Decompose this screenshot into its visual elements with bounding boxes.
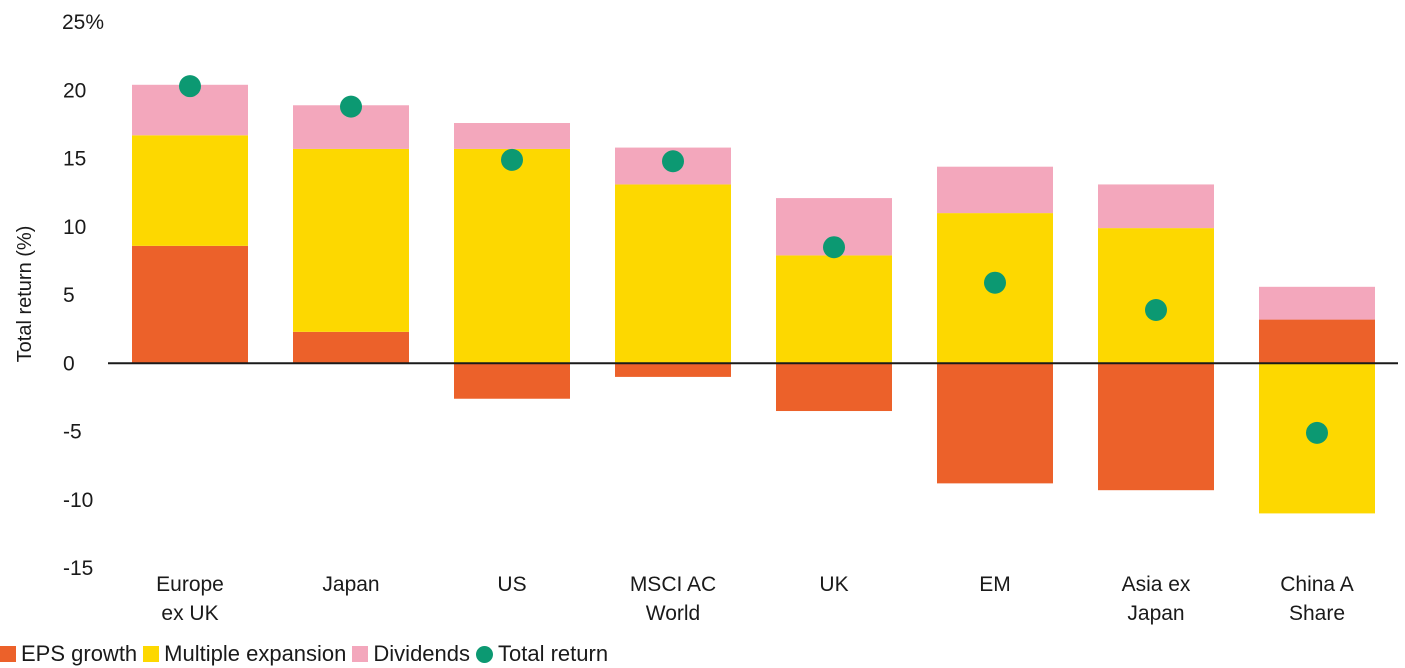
y-tick-label: 20 (63, 79, 86, 102)
bar-eps-growth (1259, 319, 1375, 364)
bar-dividends (1098, 184, 1214, 229)
y-tick-label: 25% (62, 11, 104, 34)
total-return-point (179, 75, 201, 98)
legend-label-multiple-expansion: Multiple expansion (164, 641, 347, 666)
y-tick-label: 10 (63, 216, 86, 239)
stacked-bar-chart: 25% 20 15 10 5 0 -5 -10 -15 Total return (%) Eur… (14, 11, 1398, 625)
total-return-point (662, 150, 684, 173)
bars (132, 84, 1375, 514)
y-axis-ticks: 25% 20 15 10 5 0 -5 -10 -15 (62, 11, 104, 580)
bar-multiple-expansion (615, 184, 731, 364)
x-category-label: Europe ex UK (156, 573, 224, 625)
bar-eps-growth (776, 363, 892, 412)
bar-multiple-expansion (293, 148, 409, 332)
legend-swatch-eps-growth (0, 646, 16, 662)
x-category-label: EM (979, 573, 1011, 596)
y-tick-label: 0 (63, 352, 75, 375)
y-tick-label: -5 (63, 421, 82, 444)
legend-item-dividends: Dividends (352, 641, 470, 667)
total-return-point (984, 271, 1006, 294)
legend-swatch-dividends (352, 646, 369, 662)
bar-eps-growth (1098, 363, 1214, 491)
total-return-point (1145, 299, 1167, 322)
bar-multiple-expansion (132, 135, 248, 246)
bar-eps-growth (454, 363, 570, 399)
x-category-label: US (497, 573, 526, 596)
x-category-label: Asia ex Japan (1122, 573, 1191, 625)
bar-eps-growth (293, 331, 409, 364)
y-tick-label: 5 (63, 284, 75, 307)
y-tick-label: 15 (63, 148, 86, 171)
legend: EPS growth Multiple expansion Dividends … (0, 641, 614, 667)
y-axis-title: Total return (%) (14, 226, 36, 363)
x-category-label: MSCI AC World (630, 573, 716, 625)
bar-eps-growth (132, 245, 248, 364)
legend-item-total-return: Total return (476, 641, 608, 667)
legend-swatch-multiple-expansion (143, 646, 160, 662)
legend-dot-total-return (476, 645, 494, 663)
bar-multiple-expansion (454, 148, 570, 364)
x-axis-category-labels: Europe ex UK Japan US MSCI AC World UK EM Asia e… (156, 573, 1354, 625)
total-return-point (1306, 421, 1328, 444)
x-category-label: China A Share (1280, 573, 1354, 625)
y-tick-label: -10 (63, 489, 93, 512)
total-return-points (179, 75, 1328, 444)
legend-item-multiple-expansion: Multiple expansion (143, 641, 346, 667)
legend-label-dividends: Dividends (373, 641, 471, 666)
bar-dividends (454, 123, 570, 149)
legend-label-total-return: Total return (498, 641, 609, 666)
bar-dividends (937, 166, 1053, 214)
bar-eps-growth (937, 363, 1053, 484)
total-return-point (501, 148, 523, 171)
y-tick-label: -15 (63, 557, 93, 580)
x-category-label: Japan (322, 573, 379, 596)
legend-label-eps-growth: EPS growth (21, 641, 138, 666)
total-return-point (823, 236, 845, 259)
bar-multiple-expansion (1098, 228, 1214, 364)
total-return-point (340, 95, 362, 118)
x-category-label: UK (819, 573, 848, 596)
legend-item-eps-growth: EPS growth (0, 641, 137, 667)
bar-eps-growth (615, 363, 731, 377)
bar-multiple-expansion (776, 255, 892, 364)
bar-dividends (1259, 286, 1375, 320)
